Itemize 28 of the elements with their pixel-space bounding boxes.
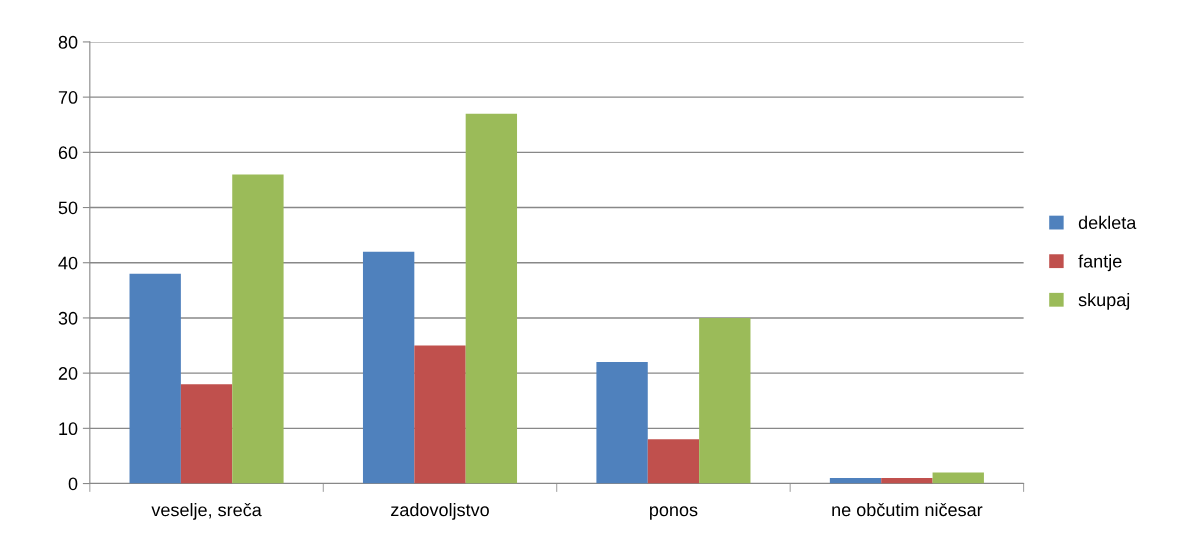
y-tick-label: 70 <box>58 91 78 104</box>
x-tick-label: zadovoljstvo <box>391 502 489 520</box>
bar <box>881 478 933 484</box>
y-tick-label: 60 <box>58 146 78 160</box>
y-tick-label: 80 <box>58 35 78 49</box>
bar <box>699 317 751 484</box>
y-tick-label: 50 <box>58 201 78 215</box>
x-tick-label: ponos <box>650 506 698 520</box>
bar <box>465 113 518 484</box>
bar <box>362 251 415 484</box>
bar <box>232 174 284 484</box>
y-tick-label: 10 <box>59 422 78 436</box>
x-tick-label: veselje, sreča <box>151 502 262 520</box>
y-tick-label: 40 <box>58 256 78 270</box>
bar <box>180 384 233 484</box>
y-tick-label: 20 <box>58 367 78 380</box>
bar <box>829 478 882 484</box>
bar <box>596 362 648 484</box>
bar <box>932 472 984 484</box>
y-tick-label: 30 <box>58 311 78 325</box>
y-tick-label: 0 <box>68 477 78 491</box>
x-tick-label: ne občutim ničesar <box>832 502 983 517</box>
legend-label: fantje <box>1078 254 1122 272</box>
legend-label: skupaj <box>1078 292 1130 310</box>
bar <box>647 439 700 484</box>
legend-label: dekleta <box>1078 215 1137 230</box>
bar <box>414 345 466 484</box>
bar <box>129 273 181 484</box>
